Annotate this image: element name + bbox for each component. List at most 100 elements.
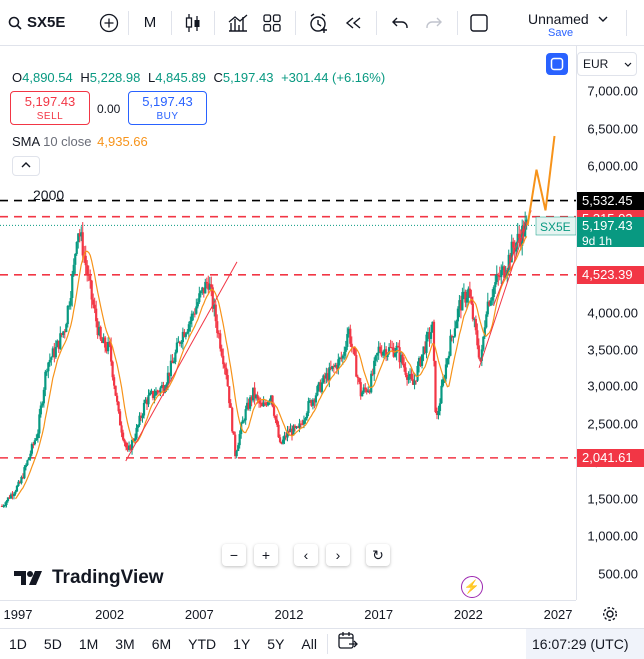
- candle-body: [101, 339, 104, 343]
- range-1d[interactable]: 1D: [9, 635, 27, 652]
- candle-body: [3, 504, 7, 506]
- candle-body: [260, 402, 264, 407]
- candle-body: [389, 347, 392, 349]
- candle-body: [386, 353, 389, 358]
- candle-body: [359, 382, 362, 397]
- range-6m[interactable]: 6M: [151, 635, 172, 652]
- candle-body: [50, 357, 53, 360]
- tradingview-logo[interactable]: TradingView: [14, 567, 164, 589]
- candle-body: [326, 373, 329, 381]
- time-axis[interactable]: 1997 2002 2007 2012 2017 2022 2027: [0, 600, 576, 628]
- candle-body: [81, 232, 84, 256]
- save-link[interactable]: Save: [548, 27, 574, 39]
- indicators-button[interactable]: [221, 7, 255, 39]
- redo-button[interactable]: [417, 7, 451, 39]
- candle-body: [277, 424, 280, 438]
- sma-value: 4,935.66: [97, 134, 148, 149]
- range-3m[interactable]: 3M: [115, 635, 135, 652]
- candle-body: [232, 431, 235, 435]
- collapse-legend-button[interactable]: [12, 156, 40, 176]
- candles-icon: [185, 13, 200, 32]
- candle-body: [432, 321, 436, 361]
- candle-body: [154, 390, 158, 396]
- candle-body: [87, 274, 90, 276]
- candle-body: [507, 254, 510, 270]
- candle-body: [114, 385, 117, 396]
- range-ytd[interactable]: YTD: [188, 635, 217, 652]
- chart-pane[interactable]: 2000 SX5E: [0, 46, 576, 600]
- replay-button[interactable]: [336, 7, 370, 39]
- chevron-down-icon[interactable]: [598, 15, 608, 23]
- candle-body: [86, 265, 89, 275]
- sell-button[interactable]: 5,197.43 SELL: [10, 91, 90, 125]
- candle-body: [295, 426, 298, 428]
- auto-scale-button[interactable]: [546, 53, 568, 75]
- candle-body: [30, 444, 33, 454]
- candle-body: [74, 253, 77, 265]
- candle-body: [157, 391, 161, 393]
- layout-select-button[interactable]: [464, 7, 494, 39]
- lightning-icon[interactable]: ⚡: [461, 576, 483, 598]
- zoom-in-button[interactable]: +: [254, 544, 278, 566]
- candle-body: [237, 445, 240, 451]
- candle-body: [388, 347, 391, 354]
- series-tag-bg: [535, 216, 576, 236]
- candle-body: [498, 276, 501, 278]
- timezone-clock[interactable]: 16:07:29 (UTC): [526, 629, 644, 659]
- buy-price: 5,197.43: [142, 94, 193, 109]
- candle-body: [461, 292, 464, 311]
- range-1y[interactable]: 1Y: [233, 635, 251, 652]
- candle-body: [259, 402, 262, 404]
- high-value: 5,228.98: [89, 70, 141, 85]
- sma-legend[interactable]: SMA 10 close 4,935.66: [12, 134, 148, 149]
- candle-body: [405, 374, 409, 380]
- range-all[interactable]: All: [301, 635, 317, 652]
- alert-button[interactable]: [302, 7, 336, 39]
- candle-body: [183, 331, 186, 337]
- candle-body: [464, 291, 467, 303]
- templates-button[interactable]: [255, 7, 289, 39]
- candle-body: [329, 367, 332, 369]
- scroll-right-button[interactable]: ›: [326, 544, 350, 566]
- price-label: 2,041.61: [577, 448, 644, 467]
- candle-body: [391, 347, 394, 349]
- candle-body: [504, 274, 507, 278]
- candle-body: [272, 406, 276, 416]
- candle-body: [376, 352, 379, 356]
- undo-button[interactable]: [383, 7, 417, 39]
- range-5d[interactable]: 5D: [43, 635, 62, 652]
- candle-body: [479, 357, 482, 361]
- candle-body: [35, 438, 38, 441]
- price-tick: 4,000.00: [587, 305, 638, 321]
- buy-button[interactable]: 5,197.43 BUY: [128, 91, 207, 125]
- time-tick: 2022: [453, 607, 483, 622]
- candle-body: [23, 467, 26, 479]
- candle-body: [465, 297, 468, 303]
- symbol-search[interactable]: SX5E: [0, 14, 96, 31]
- high-label: H: [80, 70, 90, 85]
- price-axis[interactable]: 7,000.006,500.006,000.005,000.004,500.00…: [576, 46, 644, 600]
- reset-chart-button[interactable]: ↻: [366, 544, 390, 566]
- range-5y[interactable]: 5Y: [267, 635, 285, 652]
- candle-body: [495, 274, 498, 283]
- candle-body: [404, 367, 407, 375]
- candle-body: [394, 353, 397, 357]
- range-1m[interactable]: 1M: [78, 635, 99, 652]
- add-symbol-button[interactable]: [96, 7, 122, 39]
- price-label: 5,532.45: [577, 191, 644, 210]
- scroll-left-button[interactable]: ‹: [294, 544, 318, 566]
- zoom-out-button[interactable]: −: [222, 544, 246, 566]
- goto-date-button[interactable]: [338, 632, 358, 655]
- candle-body: [311, 399, 315, 406]
- currency-select[interactable]: EUR: [577, 52, 637, 76]
- interval-button[interactable]: M: [135, 7, 165, 39]
- candle-body: [127, 445, 131, 450]
- reset-icon: ↻: [372, 547, 384, 563]
- candle-body: [244, 409, 247, 421]
- chart-type-button[interactable]: [178, 7, 208, 39]
- layout-name[interactable]: Unnamed: [528, 11, 589, 27]
- axis-settings-button[interactable]: [602, 606, 618, 627]
- price-label-text: 5,532.45: [582, 192, 633, 208]
- price-label: 4,523.39: [577, 265, 644, 284]
- price-chart[interactable]: 2000 SX5E: [0, 46, 576, 600]
